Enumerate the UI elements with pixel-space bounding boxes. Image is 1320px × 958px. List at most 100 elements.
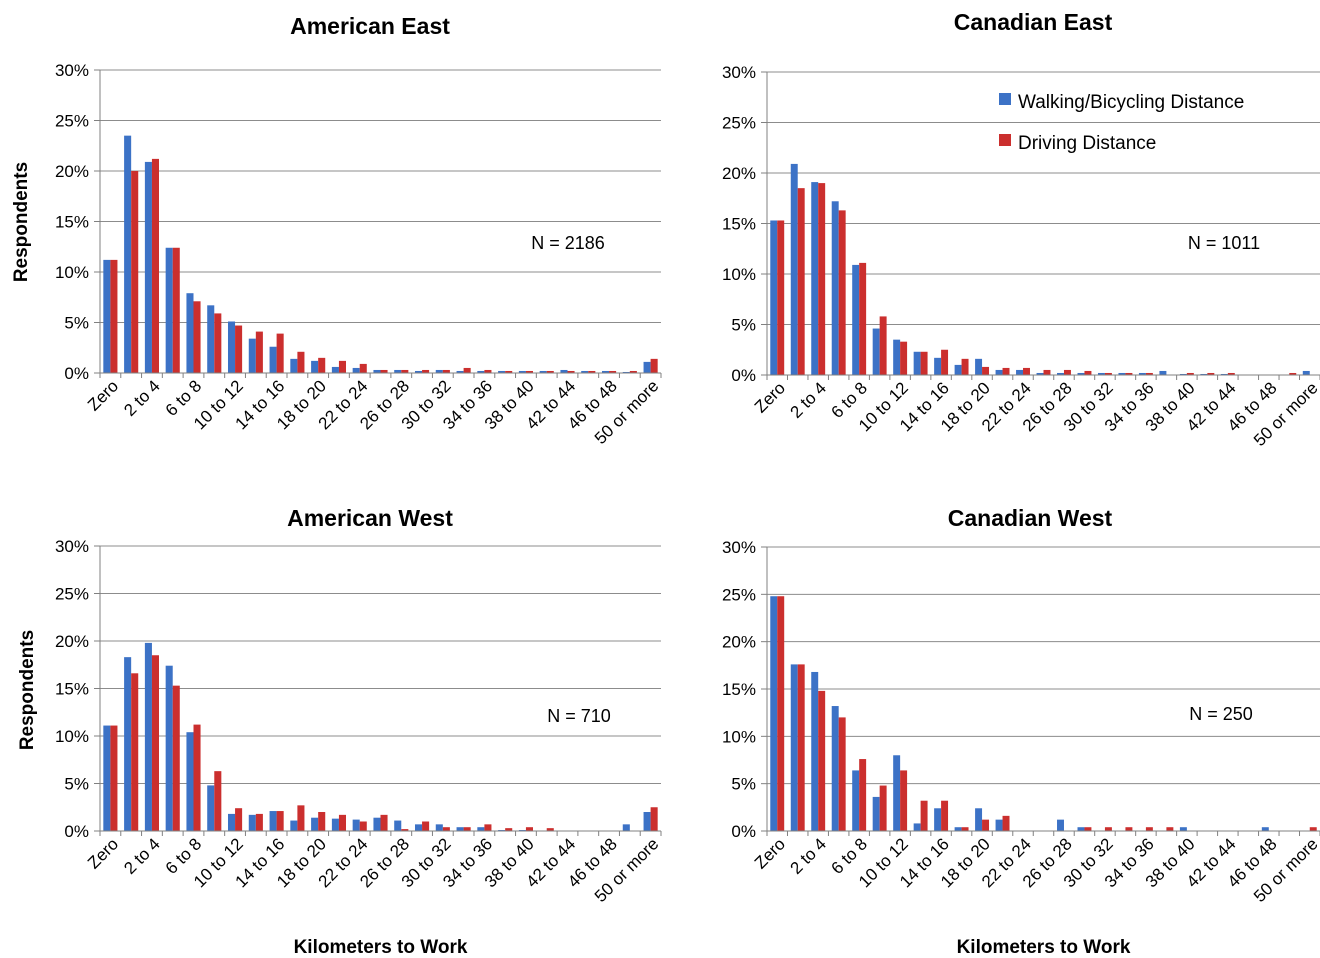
walking-bar <box>1077 827 1085 831</box>
driving-bar <box>1309 827 1317 831</box>
y-tick-label: 0% <box>64 822 89 841</box>
walking-bar <box>373 817 381 831</box>
x-tick-label: Zero <box>84 834 122 872</box>
walking-bar <box>1016 369 1024 375</box>
driving-bar <box>235 808 243 831</box>
driving-bar <box>961 827 969 831</box>
driving-bar <box>588 370 596 373</box>
driving-bar <box>422 369 430 373</box>
driving-bar <box>879 785 887 831</box>
driving-bar <box>546 828 554 831</box>
driving-bar <box>920 800 928 831</box>
walking-bar <box>103 259 111 373</box>
driving-bar <box>777 596 785 831</box>
y-tick-label: 25% <box>55 112 89 131</box>
walking-bar <box>394 369 402 373</box>
y-tick-label: 10% <box>722 265 756 284</box>
driving-bar <box>131 171 139 373</box>
walking-bar <box>269 346 277 373</box>
driving-bar <box>982 366 990 375</box>
driving-bar <box>193 724 201 831</box>
walking-bar <box>539 370 547 373</box>
driving-bar <box>838 210 846 375</box>
y-tick-label: 0% <box>731 822 756 841</box>
y-axis-label: Respondents <box>11 162 32 282</box>
legend-swatch-driving <box>999 134 1011 146</box>
sample-size-annotation: N = 710 <box>547 706 611 726</box>
driving-bar <box>1166 827 1174 831</box>
driving-bar <box>650 358 658 373</box>
walking-bar <box>1159 370 1167 375</box>
y-tick-label: 5% <box>64 775 89 794</box>
driving-bar <box>505 828 513 831</box>
walking-bar <box>290 820 298 831</box>
walking-bar <box>456 370 464 373</box>
walking-bar <box>995 819 1003 831</box>
legend-label-walking: Walking/Bicycling Distance <box>1018 92 1244 113</box>
walking-bar <box>144 642 152 831</box>
walking-bar <box>852 264 860 375</box>
walking-bar <box>1077 372 1085 375</box>
walking-bar <box>1057 372 1064 375</box>
y-tick-label: 10% <box>55 727 89 746</box>
driving-bar <box>567 370 575 373</box>
walking-bar <box>790 664 798 831</box>
walking-bar <box>207 785 215 831</box>
driving-bar <box>359 363 367 373</box>
x-tick-label: Zero <box>84 376 122 414</box>
walking-bar <box>811 671 819 831</box>
walking-bar <box>103 725 111 831</box>
driving-bar <box>525 827 533 831</box>
driving-bar <box>900 341 908 375</box>
walking-bar <box>186 293 194 373</box>
driving-bar <box>879 316 887 375</box>
walking-bar <box>852 770 860 831</box>
x-tick-label: 2 to 4 <box>787 378 831 422</box>
walking-bar <box>622 371 630 373</box>
chart-title: American West <box>287 505 453 531</box>
walking-bar <box>124 135 132 373</box>
driving-bar <box>1084 370 1092 375</box>
driving-bar <box>1125 827 1133 831</box>
walking-bar <box>1097 372 1105 375</box>
walking-bar <box>831 706 839 831</box>
walking-bar <box>643 361 651 373</box>
walking-bar <box>456 827 464 831</box>
driving-bar <box>818 183 826 375</box>
driving-bar <box>941 800 949 831</box>
driving-bar <box>629 370 637 373</box>
y-tick-label: 10% <box>722 727 756 746</box>
driving-bar <box>297 805 305 831</box>
driving-bar <box>859 759 867 831</box>
walking-bar <box>414 370 423 373</box>
y-tick-label: 15% <box>722 680 756 699</box>
driving-bar <box>359 821 367 831</box>
driving-bar <box>609 370 617 373</box>
y-tick-label: 15% <box>55 213 89 232</box>
walking-bar <box>975 358 983 375</box>
driving-bar <box>1289 372 1297 375</box>
y-tick-label: 25% <box>55 585 89 604</box>
y-tick-label: 5% <box>64 314 89 333</box>
driving-bar <box>941 349 949 375</box>
driving-bar <box>380 369 388 373</box>
walking-bar <box>248 338 256 373</box>
walking-bar <box>165 665 173 831</box>
walking-bar <box>435 369 443 373</box>
walking-bar <box>311 360 319 373</box>
walking-bar <box>954 827 962 831</box>
walking-bar <box>934 808 942 831</box>
y-tick-label: 20% <box>722 633 756 652</box>
sample-size-annotation: N = 250 <box>1189 704 1253 724</box>
walking-bar <box>311 817 319 831</box>
walking-bar <box>186 732 194 831</box>
driving-bar <box>151 655 159 831</box>
driving-bar <box>110 725 118 831</box>
driving-bar <box>442 369 450 373</box>
walking-bar <box>790 163 798 375</box>
y-tick-label: 20% <box>55 632 89 651</box>
y-tick-label: 30% <box>722 63 756 82</box>
y-tick-label: 20% <box>722 164 756 183</box>
driving-bar <box>442 827 450 831</box>
